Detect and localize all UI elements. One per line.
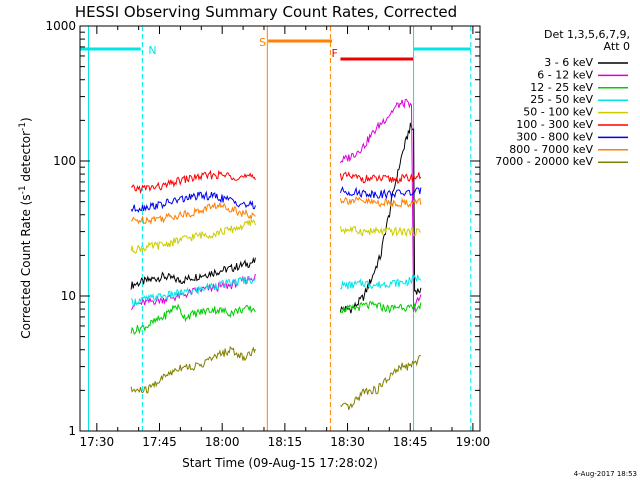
y-axis-ticks: 1 10 100 1000: [45, 19, 480, 438]
series-line: [339, 196, 422, 208]
legend-header-line2: Att 0: [604, 40, 630, 53]
boundary-lines: [87, 26, 472, 431]
night-flag-label: N: [148, 44, 156, 57]
legend-label: 3 - 6 keV: [544, 56, 593, 69]
legend-header-line1: Det 1,3,5,6,7,9,: [544, 28, 630, 41]
series-line: [130, 190, 256, 213]
saa-flag-label: S: [259, 36, 266, 49]
plot-frame: [79, 25, 481, 432]
x-tick-label: 18:30: [330, 435, 365, 449]
series-line: [340, 300, 422, 314]
series-line: [340, 354, 421, 411]
series-line: [130, 218, 256, 254]
x-axis-label: Start Time (09-Aug-15 17:28:02): [182, 456, 378, 470]
series-line: [130, 303, 256, 335]
y-tick-label: 1: [68, 424, 76, 438]
y-tick-label: 10: [61, 289, 76, 303]
series-line: [339, 186, 422, 200]
flare-flag-label: F: [331, 47, 337, 60]
series-line: [339, 171, 422, 185]
x-tick-label: 19:00: [456, 435, 491, 449]
series-line: [339, 98, 422, 312]
flag-bars: NSF: [80, 36, 471, 61]
series-line: [130, 169, 256, 195]
series-line: [130, 345, 256, 394]
timestamp: 4-Aug-2017 18:53: [574, 470, 637, 478]
y-tick-label: 100: [53, 154, 76, 168]
legend-label: 12 - 25 keV: [530, 81, 593, 94]
x-tick-label: 17:45: [142, 435, 177, 449]
series-line: [130, 256, 256, 290]
legend-label: 100 - 300 keV: [516, 118, 593, 131]
chart-title: HESSI Observing Summary Count Rates, Cor…: [75, 3, 457, 21]
x-tick-label: 18:45: [393, 435, 428, 449]
legend-label: 7000 - 20000 keV: [495, 155, 593, 168]
x-tick-label: 17:30: [80, 435, 115, 449]
legend-label: 800 - 7000 keV: [509, 143, 593, 156]
x-tick-label: 18:00: [205, 435, 240, 449]
x-tick-label: 18:15: [268, 435, 303, 449]
series-line: [339, 225, 422, 238]
legend-label: 50 - 100 keV: [523, 106, 593, 119]
series-line: [340, 274, 422, 290]
y-tick-label: 1000: [45, 19, 76, 33]
series-line: [131, 202, 256, 225]
y-axis-label: Corrected Count Rate (s-1 detector-1): [18, 117, 33, 338]
legend-label: 25 - 50 keV: [530, 93, 593, 106]
series-line: [130, 275, 256, 307]
x-axis-ticks: 17:30 17:45 18:00 18:15 18:30 18:45 19:00: [80, 26, 491, 449]
legend-label: 6 - 12 keV: [537, 68, 593, 81]
legend-label: 300 - 800 keV: [516, 130, 593, 143]
series-lines: [130, 98, 422, 411]
